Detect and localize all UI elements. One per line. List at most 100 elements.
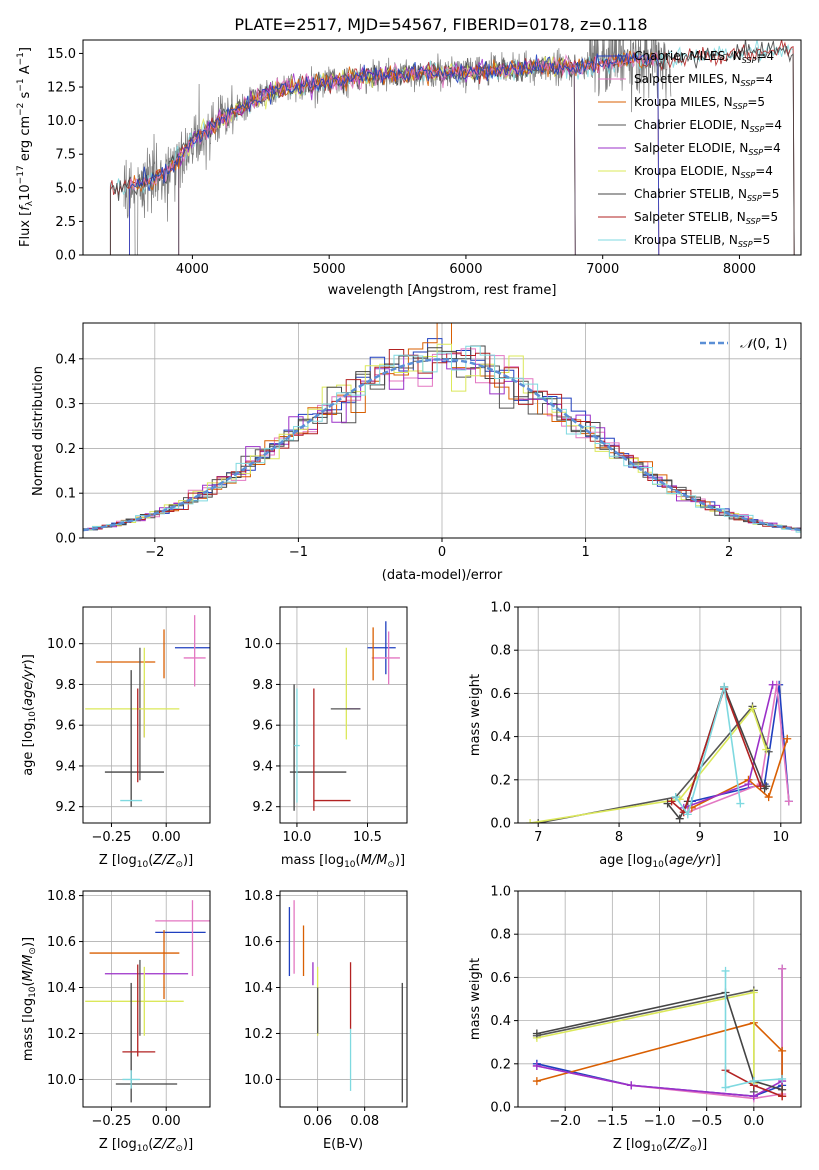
legend-label-kroupa_miles: Kroupa MILES, NSSP=5 bbox=[634, 95, 765, 111]
weight-marker-salpeter_elodie bbox=[532, 1061, 541, 1070]
weight_vs_age-ytick-label: 1.0 bbox=[490, 601, 511, 616]
age_vs_Z-xtick-label: 0.00 bbox=[152, 830, 181, 845]
weight-marker-chabrier_stelib bbox=[663, 799, 672, 808]
age_vs_Z-points bbox=[85, 615, 210, 807]
mass_vs_ebv-xtick-label: 0.06 bbox=[303, 1114, 332, 1129]
age_vs_mass-ytick-label: 9.2 bbox=[252, 800, 273, 815]
weight_vs_age-ytick-label: 0.8 bbox=[490, 644, 511, 659]
weight_vs_Z-ytick-label: 0.4 bbox=[490, 1014, 511, 1029]
legend-label-chabrier_stelib: Chabrier STELIB, NSSP=5 bbox=[634, 187, 779, 203]
weight_vs_Z-xtick-label: 0.0 bbox=[743, 1114, 764, 1129]
mass_vs_Z-xtick-label: −0.25 bbox=[92, 1114, 132, 1129]
weight-marker-kroupa_stelib bbox=[721, 966, 730, 975]
spectrum-xtick-label: 6000 bbox=[449, 262, 482, 277]
mass_vs_ebv-ytick-label: 10.2 bbox=[244, 1027, 273, 1042]
legend-label-chabrier_miles: Chabrier MILES, NSSP=4 bbox=[634, 49, 774, 65]
weight-marker-salpeter_elodie bbox=[744, 780, 753, 789]
weight-vs-Z-ylabel: mass weight bbox=[468, 958, 483, 1040]
weight_vs_Z-ytick-label: 0.0 bbox=[490, 1101, 511, 1116]
residuals-ylabel: Normed distribution bbox=[31, 366, 46, 496]
residuals-ytick-label: 0.1 bbox=[55, 487, 76, 502]
age_vs_mass-ytick-label: 9.6 bbox=[252, 719, 273, 734]
mass-vs-ebv-xlabel: E(B-V) bbox=[323, 1137, 363, 1152]
mass_vs_ebv-xtick-label: 0.08 bbox=[350, 1114, 379, 1129]
residuals-hists bbox=[83, 323, 801, 533]
mass-vs-ebv-panel: 0.06 0.08 10.0 10.2 10.4 10.6 10.8 E(B-V) bbox=[244, 889, 408, 1152]
legend-label-kroupa_stelib: Kroupa STELIB, NSSP=5 bbox=[634, 233, 770, 249]
age-vs-mass-panel: 10.0 10.5 9.2 9.4 9.6 9.8 10.0 mass [log10(M/M… bbox=[244, 606, 408, 870]
hist-kroupa_stelib bbox=[83, 345, 801, 533]
weight_vs_age-ytick-label: 0.4 bbox=[490, 730, 511, 745]
age_vs_mass-ytick-label: 10.0 bbox=[244, 637, 273, 652]
weight-marker-salpeter_elodie bbox=[749, 1092, 758, 1101]
mass-vs-Z-frame bbox=[82, 890, 211, 1108]
normal-legend-label: 𝒩(0, 1) bbox=[740, 337, 787, 352]
weight-marker-kroupa_elodie bbox=[762, 745, 771, 754]
age-vs-mass-xlabel: mass [log10(M/M⊙)] bbox=[281, 853, 405, 870]
residuals-xtick-label: −1 bbox=[289, 545, 308, 560]
weight_vs_Z-xtick-label: −1.5 bbox=[597, 1114, 629, 1129]
weight-marker-salpeter_elodie bbox=[627, 1081, 636, 1090]
weight-marker-kroupa_stelib bbox=[749, 1077, 758, 1086]
weight-vs-Z-frame bbox=[517, 890, 802, 1108]
weight_vs_age-xtick-label: 8 bbox=[615, 830, 623, 845]
weight-marker-kroupa_stelib bbox=[683, 810, 692, 819]
weight-vs-age-xlabel: age [log10(age/yr)] bbox=[599, 853, 721, 870]
figure-title: PLATE=2517, MJD=54567, FIBERID=0178, z=0… bbox=[234, 15, 647, 34]
weight-marker-kroupa_elodie bbox=[748, 704, 757, 713]
residuals-frame bbox=[82, 322, 802, 539]
weight-line-kroupa_stelib bbox=[675, 686, 742, 817]
weight-vs-Z-panel: −2.0 −1.5 −1.0 −0.5 0.0 0.0 0.2 0.4 0.6 0.8 1.0 Z … bbox=[468, 885, 802, 1154]
weight_vs_Z-ytick-label: 0.8 bbox=[490, 928, 511, 943]
weight-marker-kroupa_stelib bbox=[721, 1083, 730, 1092]
age_vs_mass-xtick-label: 10.0 bbox=[282, 830, 311, 845]
residuals-panel: −2 −1 0 1 2 0.0 0.1 0.2 0.3 0.4 (data-model)/erro… bbox=[31, 322, 802, 583]
weight-line-salpeter_miles bbox=[687, 684, 790, 813]
weight-vs-age-frame bbox=[517, 606, 802, 824]
weight-vs-Z-xlabel: Z [log10(Z/Z⊙)] bbox=[613, 1137, 707, 1154]
mass_vs_Z-points bbox=[85, 900, 210, 1103]
age-vs-Z-panel: −0.25 0.00 9.2 9.4 9.6 9.8 10.0 Z [log10(Z/Z⊙)… bbox=[21, 606, 211, 870]
mass_vs_Z-ytick-label: 10.6 bbox=[47, 935, 76, 950]
age_vs_mass-points bbox=[289, 621, 400, 811]
weight_vs_Z-ytick-label: 0.2 bbox=[490, 1057, 511, 1072]
mass_vs_Z-ytick-label: 10.4 bbox=[47, 981, 76, 996]
residuals-xtick-label: −2 bbox=[145, 545, 164, 560]
residuals-ytick-label: 0.4 bbox=[55, 352, 76, 367]
mass_vs_ebv-ytick-label: 10.6 bbox=[244, 935, 273, 950]
weight-marker-chabrier_stelib bbox=[532, 1029, 541, 1038]
spectrum-xtick-label: 5000 bbox=[313, 262, 346, 277]
weight-marker-salpeter_elodie bbox=[768, 680, 777, 689]
mass_vs_Z-ytick-label: 10.8 bbox=[47, 889, 76, 904]
weight_vs_Z-ytick-label: 1.0 bbox=[490, 885, 511, 900]
weight-marker-kroupa_elodie bbox=[749, 988, 758, 997]
weight-vs-age-ylabel: mass weight bbox=[468, 674, 483, 756]
weight_vs_age-ytick-label: 0.2 bbox=[490, 773, 511, 788]
residuals-xtick-label: 1 bbox=[581, 545, 589, 560]
spectrum-ytick-label: 2.5 bbox=[55, 215, 76, 230]
weight_vs_age-ytick-label: 0.0 bbox=[490, 817, 511, 832]
weight_vs_Z-xtick-label: −0.5 bbox=[691, 1114, 723, 1129]
age-vs-Z-frame bbox=[82, 606, 211, 824]
age_vs_Z-ytick-label: 9.2 bbox=[55, 800, 76, 815]
age_vs_Z-xtick-label: −0.25 bbox=[92, 830, 132, 845]
weight-vs-age-panel: 7 8 9 10 0.0 0.2 0.4 0.6 0.8 1.0 age [log10(age/y… bbox=[468, 601, 802, 870]
residuals-ytick-label: 0.3 bbox=[55, 397, 76, 412]
residuals-ytick-label: 0.0 bbox=[55, 532, 76, 547]
spectrum-xlabel: wavelength [Angstrom, rest frame] bbox=[328, 283, 557, 298]
weight_vs_age-xtick-label: 7 bbox=[534, 830, 542, 845]
weight_vs_Z-xtick-label: −2.0 bbox=[549, 1114, 581, 1129]
weight-line-kroupa_stelib bbox=[724, 970, 783, 1089]
age-vs-Z-xlabel: Z [log10(Z/Z⊙)] bbox=[99, 853, 193, 870]
age-vs-mass-frame bbox=[279, 606, 408, 824]
weight_vs_age-xtick-label: 10 bbox=[773, 830, 790, 845]
spectrum-ytick-label: 12.5 bbox=[47, 81, 76, 96]
hist-salpeter_elodie bbox=[83, 354, 801, 531]
weight_vs_Z-xtick-label: −1.0 bbox=[644, 1114, 676, 1129]
spectrum-ytick-label: 7.5 bbox=[55, 148, 76, 163]
weight-marker-kroupa_stelib bbox=[778, 1074, 787, 1083]
age_vs_mass-ytick-label: 9.8 bbox=[252, 678, 273, 693]
spectrum-ytick-label: 0.0 bbox=[55, 249, 76, 264]
spectrum-ytick-label: 5.0 bbox=[55, 181, 76, 196]
